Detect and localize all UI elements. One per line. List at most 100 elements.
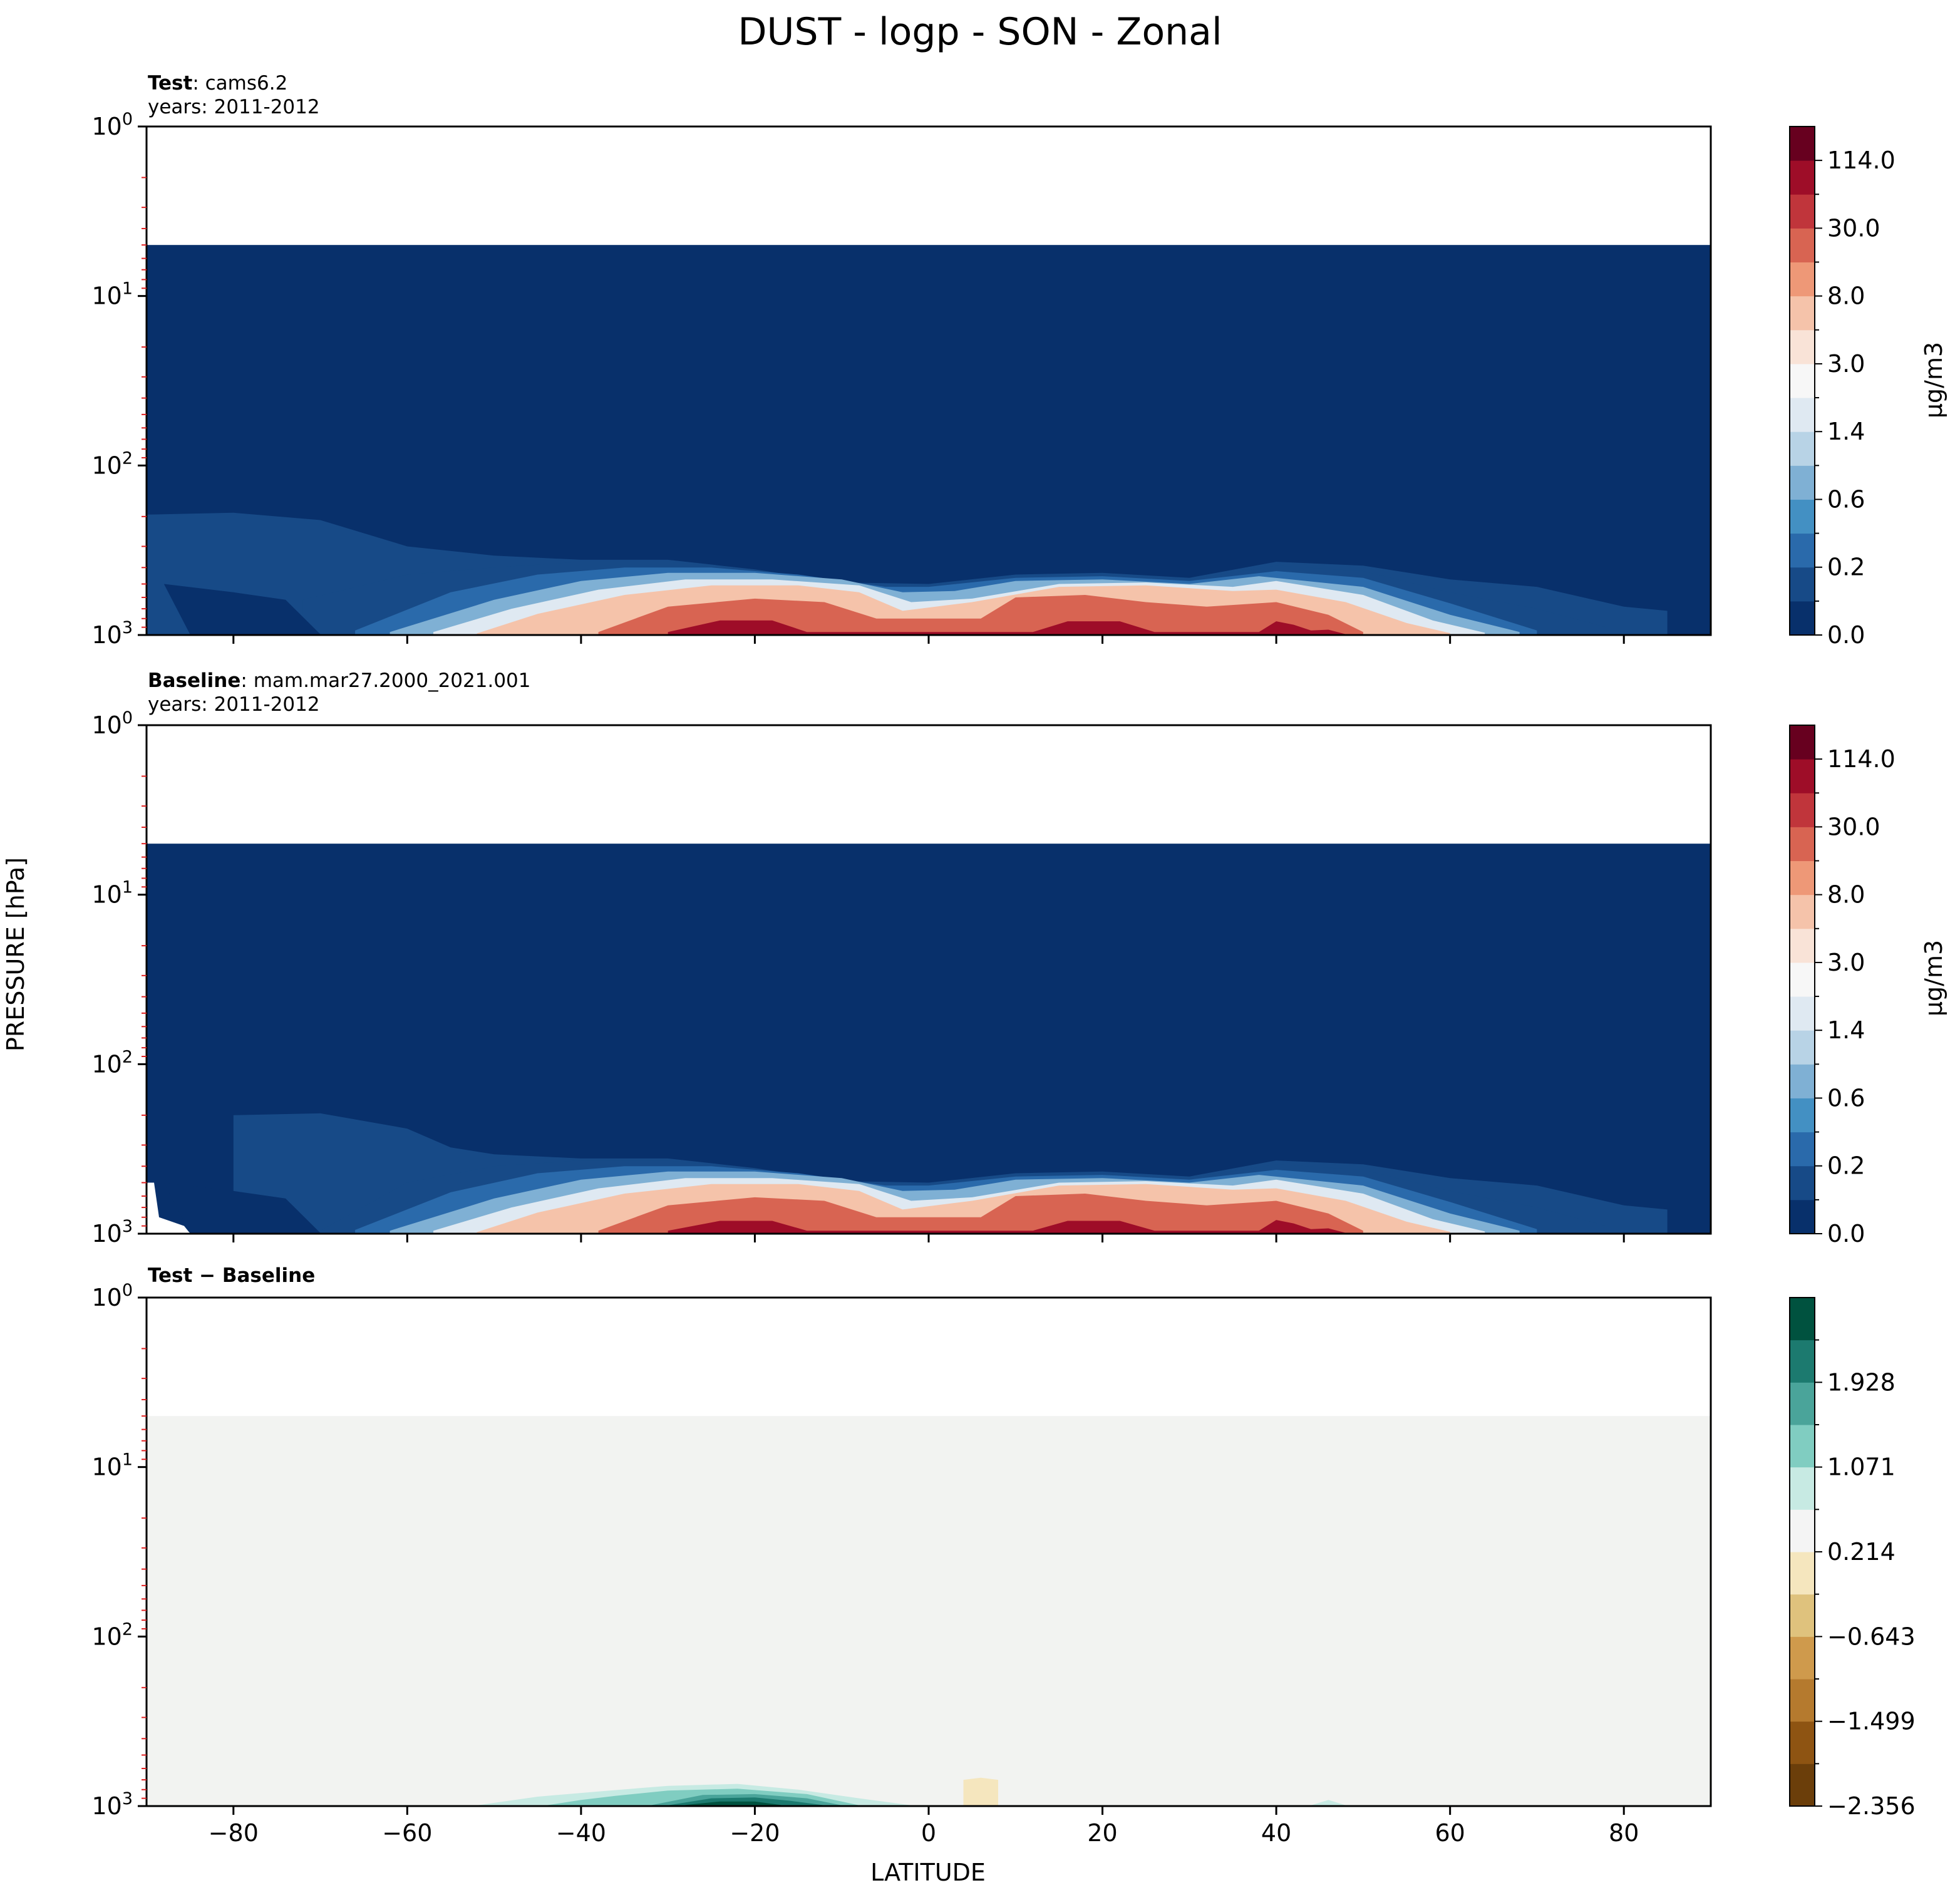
colorbar-tick-label: 0.0: [1827, 1220, 1865, 1247]
panel-test-sep: :: [192, 72, 205, 95]
colorbar-swatch: [1790, 160, 1815, 195]
y-tick-label: 101: [91, 279, 133, 310]
panel-test-years: years: 2011-2012: [148, 96, 320, 118]
colorbar-swatch: [1790, 194, 1815, 229]
colorbar-tick-label: 30.0: [1827, 214, 1880, 242]
colorbar-test-unit: μg/m3: [1920, 341, 1947, 419]
colorbar-tick-label: 0.0: [1827, 621, 1865, 649]
colorbar-swatch: [1790, 228, 1815, 263]
figure-title: DUST - logp - SON - Zonal: [738, 10, 1222, 54]
colorbar-tick-label: 1.4: [1827, 418, 1865, 445]
colorbar-tick-label: 8.0: [1827, 881, 1865, 909]
colorbar-tick-label: 0.2: [1827, 554, 1865, 581]
colorbar-swatch: [1790, 1098, 1815, 1133]
x-tick-label: −60: [382, 1819, 432, 1847]
colorbar-swatch: [1790, 1340, 1815, 1383]
colorbar-swatch: [1790, 1636, 1815, 1680]
colorbar: −2.356 −1.499 −0.643 0.214 1.071 1.928: [1789, 1297, 1916, 1820]
contour-low-region: [163, 584, 321, 634]
panel-baseline: 100 101 102 103 0.0 0.2 0.6 1.4 3.0 8.0 30.0 114.0: [91, 708, 1895, 1247]
colorbar-swatch: [1790, 567, 1815, 602]
colorbar-swatch: [1790, 793, 1815, 827]
colorbar-frame: [1789, 126, 1815, 636]
panel-diff-title: Test − Baseline: [148, 1264, 315, 1288]
contour-low-region: [163, 1182, 321, 1233]
contour-level-114.0: [668, 1220, 1346, 1234]
y-tick-label: 100: [91, 708, 133, 739]
colorbar-swatch: [1790, 1679, 1815, 1722]
panel-baseline-sep: :: [240, 669, 254, 692]
colorbar-swatch: [1790, 329, 1815, 364]
contour-level-30.0: [598, 595, 1363, 635]
colorbar-tick-label: 3.0: [1827, 949, 1865, 976]
x-tick-label: −40: [556, 1819, 606, 1847]
colorbar-swatch: [1790, 533, 1815, 568]
y-tick-label: 101: [91, 1450, 133, 1481]
colorbar-tick-label: 8.0: [1827, 282, 1865, 310]
y-tick-label: 102: [91, 448, 133, 479]
colorbar-swatch: [1790, 962, 1815, 997]
panel-baseline-name: mam.mar27.2000_2021.001: [253, 669, 531, 692]
colorbar-tick-label: 0.6: [1827, 1084, 1865, 1112]
colorbar-swatch: [1790, 296, 1815, 331]
panel-diff-label: Test − Baseline: [148, 1264, 316, 1287]
panel-baseline-years: years: 2011-2012: [148, 693, 320, 716]
plot-area: [147, 245, 1711, 635]
colorbar-swatch: [1790, 1382, 1815, 1425]
terrain-gap: [147, 1182, 192, 1234]
y-tick-label: 103: [91, 618, 133, 649]
colorbar-swatch: [1790, 860, 1815, 896]
colorbar-swatch: [1790, 398, 1815, 432]
colorbar-swatch: [1790, 465, 1815, 500]
colorbar-tick-label: 1.4: [1827, 1016, 1865, 1044]
contour-base-fill: [147, 1416, 1711, 1806]
x-tick-label: −20: [730, 1819, 780, 1847]
x-tick-label: 40: [1261, 1819, 1291, 1847]
colorbar-swatch: [1790, 894, 1815, 929]
colorbar-swatch: [1790, 1467, 1815, 1510]
y-tick-label: 103: [91, 1217, 133, 1247]
y-tick-label: 103: [91, 1789, 133, 1820]
x-tick-label: 80: [1609, 1819, 1639, 1847]
y-axis-label: PRESSURE [hPa]: [2, 857, 29, 1052]
colorbar-baseline-unit: μg/m3: [1920, 939, 1947, 1017]
contour-level-1.9: [685, 1801, 781, 1806]
x-tick-label: 20: [1087, 1819, 1117, 1847]
panel-baseline-label: Baseline: [148, 669, 241, 692]
panel-baseline-title: Baseline: mam.mar27.2000_2021.001 years:…: [148, 669, 530, 716]
colorbar-swatch: [1790, 126, 1815, 161]
colorbar-swatch: [1790, 1199, 1815, 1234]
contour-level-smallnegative: [963, 1777, 998, 1806]
colorbar-swatch: [1790, 928, 1815, 963]
colorbar-tick-label: 1.071: [1827, 1453, 1896, 1481]
plot-area: [147, 1416, 1711, 1806]
colorbar-swatch: [1790, 363, 1815, 398]
colorbar-tick-label: 3.0: [1827, 350, 1865, 378]
contour-level-114.0: [668, 620, 1346, 635]
colorbar-swatch: [1790, 996, 1815, 1031]
colorbar-swatch: [1790, 431, 1815, 466]
colorbar-tick-label: 114.0: [1827, 147, 1896, 174]
colorbar-swatch: [1790, 601, 1815, 636]
panel-test-name: cams6.2: [205, 72, 288, 95]
y-tick-label: 101: [91, 878, 133, 909]
colorbar-swatch: [1790, 1721, 1815, 1764]
contour-level-smallpositive: [1311, 1800, 1346, 1806]
x-tick-label: 0: [921, 1819, 936, 1847]
x-axis-label: LATITUDE: [870, 1859, 986, 1886]
colorbar-tick-label: 30.0: [1827, 813, 1880, 840]
colorbar-tick-label: 1.928: [1827, 1368, 1896, 1396]
colorbar-swatch: [1790, 827, 1815, 862]
x-tick-label: 60: [1435, 1819, 1465, 1847]
y-tick-label: 100: [91, 110, 133, 140]
colorbar-swatch: [1790, 759, 1815, 793]
colorbar: 0.0 0.2 0.6 1.4 3.0 8.0 30.0 114.0: [1789, 725, 1896, 1247]
colorbar-swatch: [1790, 262, 1815, 297]
panel-test-title: Test: cams6.2 years: 2011-2012: [148, 71, 320, 119]
colorbar-swatch: [1790, 1552, 1815, 1595]
panel-test-label: Test: [148, 72, 193, 95]
colorbar-swatch: [1790, 1030, 1815, 1065]
colorbar-tick-label: 114.0: [1827, 745, 1896, 773]
colorbar-swatch: [1790, 1165, 1815, 1200]
